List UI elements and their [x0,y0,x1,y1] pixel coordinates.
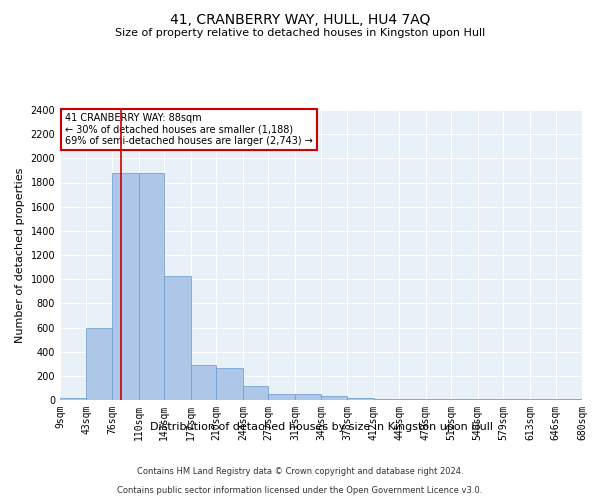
Bar [268,394,295,400]
Bar [86,328,112,400]
Bar [112,173,139,400]
Bar [295,394,322,400]
Bar [164,276,191,400]
Text: Distribution of detached houses by size in Kingston upon Hull: Distribution of detached houses by size … [149,422,493,432]
Bar [60,398,86,400]
Text: 41 CRANBERRY WAY: 88sqm
← 30% of detached houses are smaller (1,188)
69% of semi: 41 CRANBERRY WAY: 88sqm ← 30% of detache… [65,113,313,146]
Text: Contains HM Land Registry data © Crown copyright and database right 2024.: Contains HM Land Registry data © Crown c… [137,467,463,476]
Text: 41, CRANBERRY WAY, HULL, HU4 7AQ: 41, CRANBERRY WAY, HULL, HU4 7AQ [170,12,430,26]
Text: Contains public sector information licensed under the Open Government Licence v3: Contains public sector information licen… [118,486,482,495]
Bar [243,386,268,400]
Y-axis label: Number of detached properties: Number of detached properties [15,168,25,342]
Text: Size of property relative to detached houses in Kingston upon Hull: Size of property relative to detached ho… [115,28,485,38]
Bar [347,398,374,400]
Bar [191,365,217,400]
Bar [322,396,347,400]
Bar [139,173,164,400]
Bar [217,368,243,400]
